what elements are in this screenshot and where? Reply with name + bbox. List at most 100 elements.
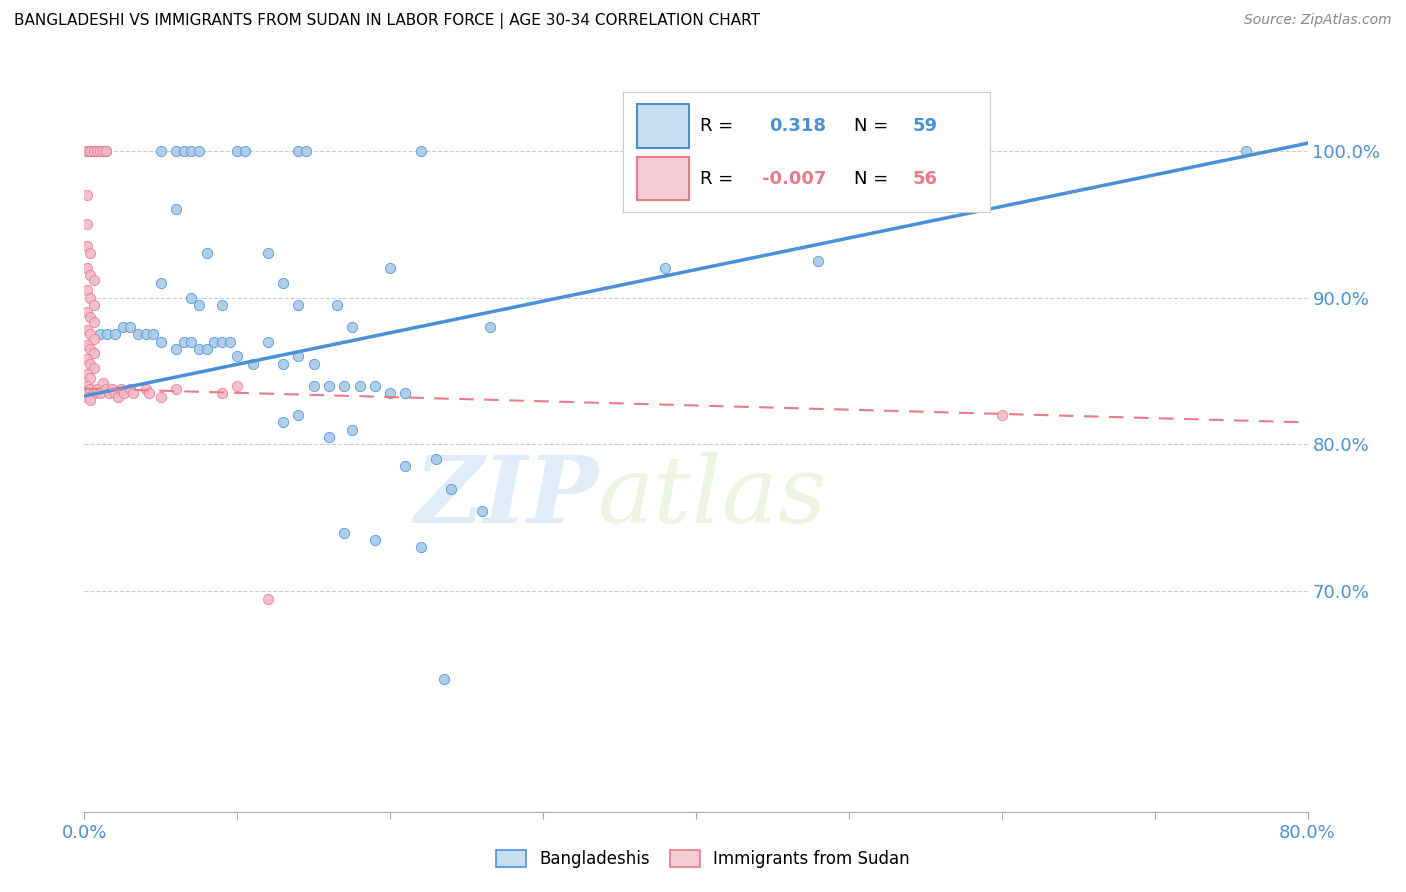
Point (142, 327, 165, 342)
Point (94, 144, 117, 158)
Point (79, 246, 101, 260)
Point (380, 261, 402, 276)
Point (188, 298, 211, 312)
Point (79, 144, 101, 158)
Point (76, 391, 98, 405)
Point (76, 261, 98, 276)
Point (211, 298, 233, 312)
Point (318, 430, 340, 444)
Point (173, 334, 195, 349)
Point (104, 327, 127, 342)
Point (76, 323, 98, 337)
Point (165, 144, 187, 158)
Text: atlas: atlas (598, 452, 828, 542)
Point (211, 386, 233, 401)
Point (79, 327, 101, 342)
Point (83, 144, 105, 158)
Point (165, 382, 187, 396)
Point (318, 378, 340, 392)
Point (325, 298, 347, 312)
Point (409, 144, 432, 158)
Point (94, 382, 117, 396)
Point (120, 382, 142, 396)
Point (76, 305, 98, 319)
Point (302, 357, 325, 371)
Point (107, 391, 129, 405)
Point (135, 327, 157, 342)
Point (202, 334, 225, 349)
Text: BANGLADESHI VS IMMIGRANTS FROM SUDAN IN LABOR FORCE | AGE 30-34 CORRELATION CHAR: BANGLADESHI VS IMMIGRANTS FROM SUDAN IN … (14, 13, 761, 29)
Point (76, 283, 98, 297)
Point (89, 327, 111, 342)
Point (287, 298, 309, 312)
Point (127, 327, 149, 342)
Point (86, 144, 108, 158)
Point (173, 144, 195, 158)
Point (394, 459, 416, 474)
Text: Source: ZipAtlas.com: Source: ZipAtlas.com (1244, 13, 1392, 28)
Point (76, 187, 98, 202)
Point (425, 452, 447, 467)
Point (94, 144, 117, 158)
Point (226, 378, 249, 392)
Point (96, 327, 118, 342)
Point (149, 334, 172, 349)
Point (433, 673, 456, 687)
Point (83, 386, 105, 401)
Point (242, 357, 264, 371)
Point (79, 268, 101, 283)
Point (287, 349, 309, 363)
Point (218, 334, 240, 349)
Point (76, 337, 98, 351)
Point (471, 503, 494, 517)
Point (112, 386, 135, 401)
Point (257, 246, 280, 260)
Legend: Bangladeshis, Immigrants from Sudan: Bangladeshis, Immigrants from Sudan (489, 843, 917, 875)
Point (257, 334, 280, 349)
Point (76, 367, 98, 381)
Point (226, 349, 249, 363)
Point (188, 342, 211, 356)
Point (76, 217, 98, 231)
Point (120, 319, 142, 334)
Point (271, 357, 294, 371)
Point (478, 319, 501, 334)
Point (333, 525, 356, 540)
Point (79, 357, 101, 371)
Point (83, 361, 105, 376)
Point (287, 408, 309, 422)
Point (86, 382, 108, 396)
Point (180, 144, 202, 158)
Point (1236, 144, 1258, 158)
Point (91, 144, 114, 158)
Point (76, 352, 98, 367)
Point (83, 273, 105, 287)
Point (333, 378, 356, 392)
Point (340, 423, 363, 437)
Point (89, 386, 111, 401)
Point (180, 334, 202, 349)
Point (257, 591, 280, 606)
Point (83, 346, 105, 360)
Point (138, 386, 160, 401)
Point (89, 144, 111, 158)
Point (394, 386, 416, 401)
Point (91, 144, 114, 158)
Point (76, 144, 98, 158)
Point (165, 342, 187, 356)
Point (287, 144, 309, 158)
Point (271, 276, 294, 290)
Point (165, 202, 187, 217)
Point (807, 253, 830, 268)
Point (409, 541, 432, 555)
Point (79, 342, 101, 356)
Point (226, 144, 249, 158)
Point (195, 342, 218, 356)
Point (149, 144, 172, 158)
Point (110, 382, 132, 396)
Point (364, 533, 387, 547)
Point (104, 386, 127, 401)
Point (91, 376, 114, 390)
Point (149, 276, 172, 290)
Point (97, 386, 120, 401)
